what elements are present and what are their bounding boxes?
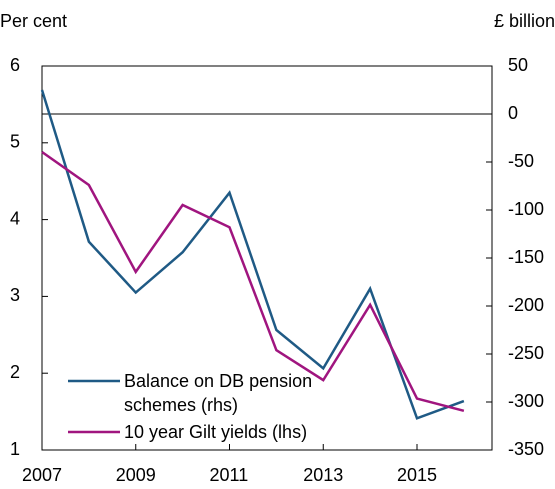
y2-axis-label: £ billion: [494, 11, 555, 31]
y-tick-label: 1: [10, 439, 20, 459]
y2-tick-label: -300: [508, 391, 544, 411]
y2-tick-label: 0: [508, 103, 518, 123]
y2-tick-label: -100: [508, 199, 544, 219]
y-tick-label: 6: [10, 55, 20, 75]
x-tick-label: 2015: [397, 465, 437, 485]
legend-label: Balance on DB pension schemes (rhs): [124, 371, 313, 415]
y2-tick-label: 50: [508, 55, 528, 75]
y-tick-label: 5: [10, 132, 20, 152]
y-tick-label: 3: [10, 285, 20, 305]
y2-tick-label: -200: [508, 295, 544, 315]
y-axis-label: Per cent: [0, 11, 67, 31]
y2-tick-label: -250: [508, 343, 544, 363]
x-tick-label: 2007: [22, 465, 62, 485]
x-tick-label: 2013: [303, 465, 343, 485]
y-tick-label: 2: [10, 362, 20, 382]
y2-tick-label: -150: [508, 247, 544, 267]
legend-label: 10 year Gilt yields (lhs): [124, 422, 308, 442]
x-tick-label: 2011: [210, 465, 249, 485]
y-tick-label: 4: [10, 208, 20, 228]
y2-tick-label: -350: [508, 439, 544, 459]
y2-tick-label: -50: [508, 151, 534, 171]
series-line: [41, 150, 465, 413]
x-tick-label: 2009: [116, 465, 156, 485]
